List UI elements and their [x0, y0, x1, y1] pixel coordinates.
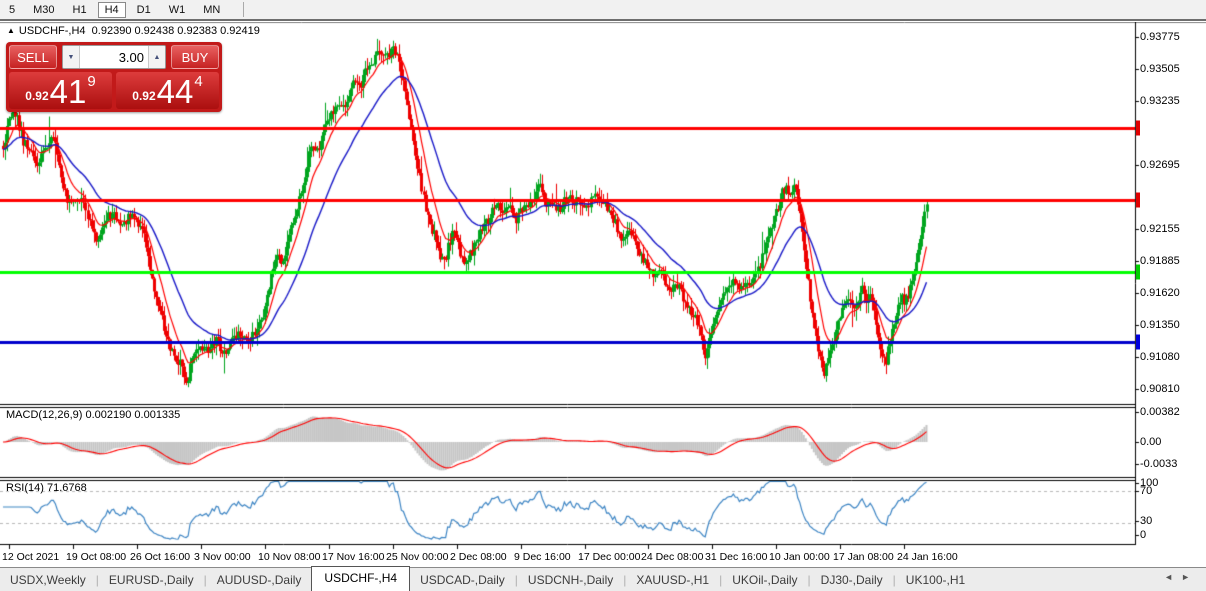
collapse-icon[interactable]: ▲	[7, 26, 15, 35]
price-axis-label: 0.91350	[1140, 319, 1180, 331]
hline-price-badge: 0.92403	[1136, 192, 1180, 208]
price-axis-label: 0.91885	[1140, 255, 1180, 268]
chart-ohlc-values: 0.92390 0.92438 0.92383 0.92419	[91, 25, 260, 37]
tab-scroll-right-icon[interactable]: ►	[1181, 572, 1198, 582]
price-axis-label: 0.92695	[1140, 159, 1180, 172]
timeframe-button-w1[interactable]: W1	[168, 3, 186, 16]
timeframe-button-5[interactable]: 5	[9, 3, 16, 16]
timeframe-button-h1[interactable]: H1	[72, 3, 87, 16]
timeframe-button-d1[interactable]: D1	[136, 3, 151, 16]
timeframe-button-mn[interactable]: MN	[203, 3, 221, 16]
toolbar-separator	[243, 2, 245, 17]
time-axis-label: 24 Dec 08:00	[641, 551, 704, 563]
rsi-axis-label: 100	[1140, 477, 1159, 489]
time-axis-label: 17 Jan 08:00	[833, 551, 894, 563]
chart-tab-xauusd-h1[interactable]: XAUUSD-,H1	[636, 572, 710, 587]
macd-axis-label: -0.0033	[1140, 458, 1178, 470]
time-axis-label: 12 Oct 2021	[2, 551, 60, 563]
sell-price-pips: 41	[49, 73, 87, 110]
chart-tab-usdcad-daily[interactable]: USDCAD-,Daily	[420, 572, 505, 587]
price-axis-label: 0.93235	[1140, 95, 1180, 108]
time-axis-label: 3 Nov 00:00	[194, 551, 251, 563]
rsi-axis-label: 70	[1140, 485, 1153, 497]
timeframe-button-h4[interactable]: H4	[97, 1, 126, 18]
time-axis-label: 24 Jan 16:00	[897, 551, 958, 563]
chart-tab-dj30-daily[interactable]: DJ30-,Daily	[820, 572, 883, 587]
rsi-axis-label: 0	[1140, 529, 1147, 541]
chart-tab-eurusd-daily[interactable]: EURUSD-,Daily	[108, 572, 194, 587]
price-axis-label: 0.92155	[1140, 223, 1180, 236]
tab-divider: |	[892, 572, 896, 587]
buy-price-pips: 44	[156, 73, 194, 110]
tab-divider: |	[719, 572, 723, 587]
sell-button[interactable]: SELL	[9, 45, 57, 69]
price-chart-canvas[interactable]	[0, 22, 1206, 567]
chart-symbol-title: USDCHF-,H4	[18, 25, 86, 37]
tab-divider: |	[807, 572, 811, 587]
chart-header: ▲ USDCHF-,H4 0.92390 0.92438 0.92383 0.92…	[7, 25, 260, 37]
chart-tab-ukoil-daily[interactable]: UKOil-,Daily	[732, 572, 798, 587]
price-axis-label: 0.91620	[1140, 286, 1180, 299]
rsi-indicator-label: RSI(14) 71.6768	[6, 482, 87, 494]
time-axis-label: 9 Dec 16:00	[514, 551, 571, 563]
time-axis-label: 10 Nov 08:00	[258, 551, 321, 563]
buy-button[interactable]: BUY	[171, 45, 219, 69]
time-axis-label: 26 Oct 16:00	[130, 551, 191, 563]
sell-price-point: 9	[87, 73, 96, 90]
hline-price-badge: 0.93006	[1136, 120, 1180, 136]
time-axis-label: 17 Dec 00:00	[578, 551, 641, 563]
sell-price-display[interactable]: 0.92 41 9	[9, 72, 112, 109]
price-axis-label: 0.93775	[1140, 31, 1180, 43]
volume-spinner: ▼ ▲	[62, 45, 166, 69]
sell-price-base: 0.92	[25, 89, 49, 103]
macd-axis-label: 0.00382	[1140, 406, 1180, 418]
one-click-trading-panel: SELL ▼ ▲ BUY 0.92 41 9 0.92 44 4	[6, 42, 222, 112]
tab-divider: |	[623, 572, 627, 587]
hline-price-badge: 0.91206	[1136, 334, 1180, 350]
price-axis-label: 0.93505	[1140, 63, 1180, 76]
time-axis-label: 31 Dec 16:00	[705, 551, 768, 563]
tab-scroll-left-icon[interactable]: ◄	[1164, 572, 1182, 582]
macd-axis-label: 0.00	[1140, 436, 1162, 448]
time-axis-label: 25 Nov 00:00	[386, 551, 449, 563]
buy-price-display[interactable]: 0.92 44 4	[116, 72, 219, 109]
tab-divider: |	[95, 572, 99, 587]
chart-tab-usdcnh-daily[interactable]: USDCNH-,Daily	[527, 572, 614, 587]
price-axis-label: 0.90810	[1140, 383, 1180, 396]
time-axis-label: 2 Dec 08:00	[450, 551, 507, 563]
chart-tab-usdx-weekly[interactable]: USDX,Weekly	[10, 572, 86, 587]
volume-input[interactable]	[80, 46, 148, 68]
buy-price-point: 4	[194, 73, 203, 90]
tab-divider: |	[514, 572, 518, 587]
price-axis-label: 0.91080	[1140, 351, 1180, 364]
time-axis-label: 10 Jan 00:00	[769, 551, 830, 563]
tab-scroll-arrows: ◄►	[1164, 572, 1198, 582]
buy-price-base: 0.92	[132, 89, 156, 103]
hline-price-badge: 0.91800	[1136, 264, 1180, 280]
macd-indicator-label: MACD(12,26,9) 0.002190 0.001335	[6, 409, 181, 421]
rsi-axis-label: 30	[1140, 515, 1153, 527]
time-axis-label: 17 Nov 16:00	[322, 551, 385, 563]
tab-divider: |	[203, 572, 207, 587]
timeframe-button-m30[interactable]: M30	[33, 3, 55, 16]
chart-tab-uk100-h1[interactable]: UK100-,H1	[905, 572, 966, 587]
volume-increase-icon[interactable]: ▲	[148, 46, 165, 68]
time-axis-label: 19 Oct 08:00	[66, 551, 127, 563]
volume-decrease-icon[interactable]: ▼	[63, 46, 80, 68]
timeframe-toolbar: 5 M30 H1 H4 D1 W1 MN	[0, 0, 1206, 21]
chart-tab-bar: USDX,Weekly | EURUSD-,Daily | AUDUSD-,Daily U…	[0, 566, 1206, 591]
chart-tab-audusd-daily[interactable]: AUDUSD-,Daily	[216, 572, 302, 587]
chart-tab-usdchf-h4[interactable]: USDCHF-,H4	[311, 566, 411, 591]
